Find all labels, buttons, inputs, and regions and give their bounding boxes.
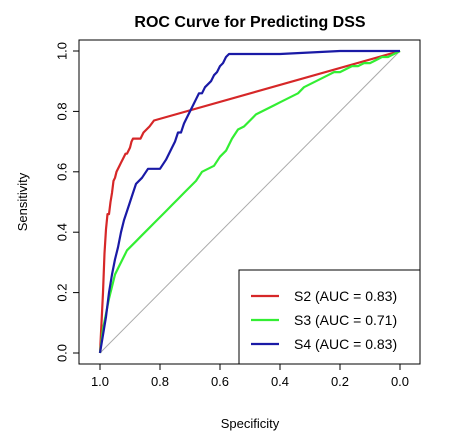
- legend-box: [238, 269, 421, 365]
- y-tick-label: 0.8: [54, 102, 69, 120]
- x-tick-label: 0.4: [271, 374, 289, 389]
- y-tick-label: 0.6: [54, 163, 69, 181]
- x-tick-label: 0.0: [391, 374, 409, 389]
- series-line-3: [98, 49, 400, 354]
- y-tick-label: 0.4: [54, 223, 69, 241]
- legend-label-3: S4 (AUC = 0.83): [294, 336, 397, 352]
- y-axis-label: Sensitivity: [15, 172, 30, 231]
- series-line-1: [98, 49, 401, 354]
- series-lines: [98, 49, 401, 354]
- y-tick-label: 0.2: [54, 284, 69, 302]
- y-tick-label: 1.0: [54, 42, 69, 60]
- x-tick-label: 0.8: [151, 374, 169, 389]
- x-tick-label: 0.6: [211, 374, 229, 389]
- reference-diagonal: [99, 50, 401, 354]
- x-tick-label: 0.2: [331, 374, 349, 389]
- y-tick-label: 0.0: [54, 344, 69, 362]
- x-axis-label: Specificity: [221, 416, 280, 431]
- chart-title: ROC Curve for Predicting DSS: [134, 14, 365, 31]
- legend-label-2: S3 (AUC = 0.71): [294, 312, 397, 328]
- legend-label-1: S2 (AUC = 0.83): [294, 288, 397, 304]
- x-tick-label: 1.0: [91, 374, 109, 389]
- series-line-2: [98, 50, 401, 354]
- legend: S2 (AUC = 0.83) S3 (AUC = 0.71) S4 (AUC = …: [238, 269, 421, 365]
- axis-ticks: 1.0 0.8 0.6 0.4 0.2 0.0 0.0 0.2 0.4 0.6 0.8 1.0: [54, 42, 409, 389]
